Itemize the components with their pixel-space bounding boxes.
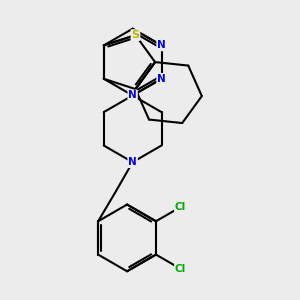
Text: N: N	[128, 157, 137, 167]
Text: N: N	[128, 91, 137, 100]
Text: N: N	[157, 74, 166, 84]
Text: S: S	[131, 30, 140, 40]
Text: Cl: Cl	[175, 264, 186, 274]
Text: N: N	[157, 40, 166, 50]
Text: Cl: Cl	[175, 202, 186, 212]
